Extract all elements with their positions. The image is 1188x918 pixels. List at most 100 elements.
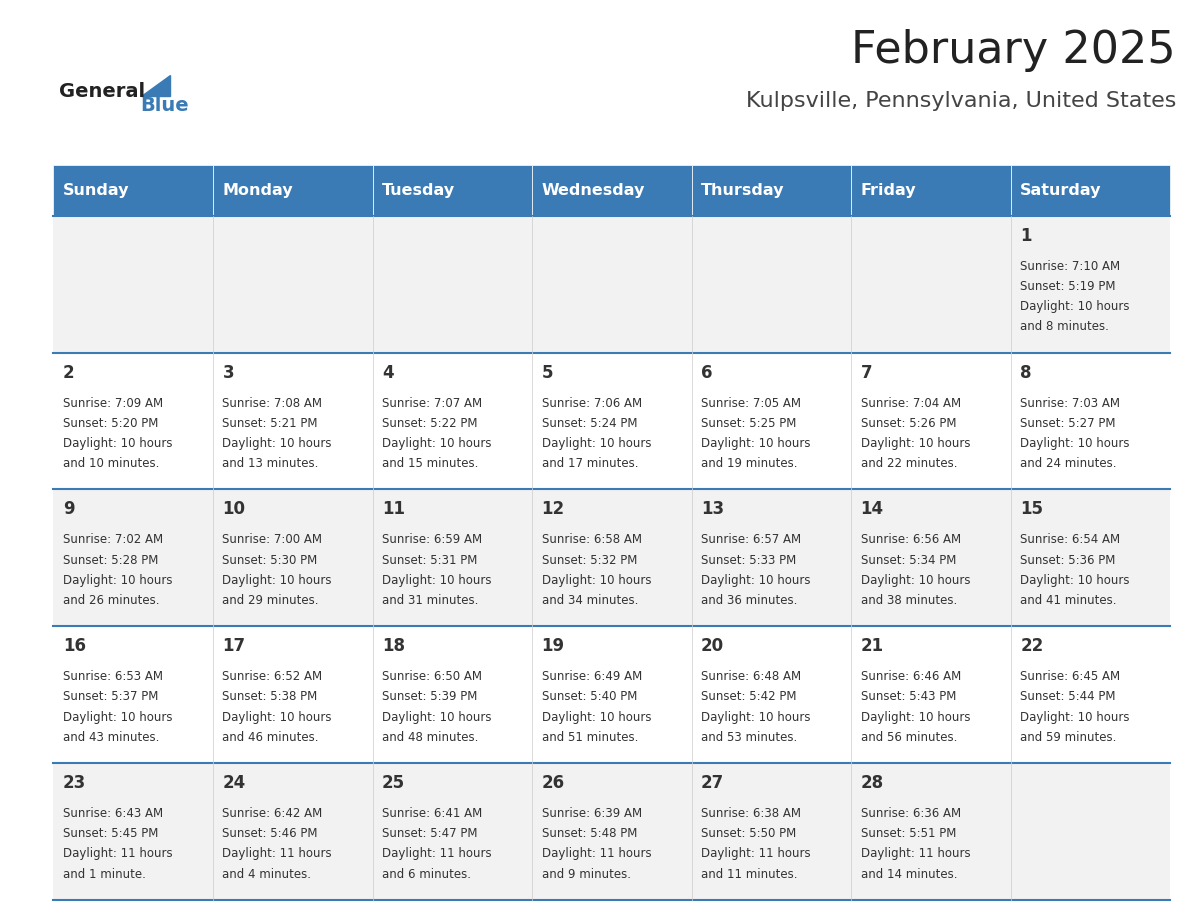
Text: Sunset: 5:26 PM: Sunset: 5:26 PM [860, 417, 956, 430]
Text: Sunrise: 7:02 AM: Sunrise: 7:02 AM [63, 533, 163, 546]
FancyBboxPatch shape [1011, 626, 1170, 763]
Text: 12: 12 [542, 500, 564, 519]
FancyBboxPatch shape [532, 353, 691, 489]
Text: 22: 22 [1020, 637, 1043, 655]
FancyBboxPatch shape [373, 626, 532, 763]
FancyBboxPatch shape [213, 353, 373, 489]
Text: 19: 19 [542, 637, 564, 655]
Text: Daylight: 10 hours: Daylight: 10 hours [1020, 574, 1130, 587]
FancyBboxPatch shape [213, 216, 373, 353]
Text: and 19 minutes.: and 19 minutes. [701, 457, 797, 470]
Text: Sunrise: 6:59 AM: Sunrise: 6:59 AM [383, 533, 482, 546]
Text: Daylight: 10 hours: Daylight: 10 hours [1020, 300, 1130, 313]
FancyBboxPatch shape [851, 216, 1011, 353]
Text: Sunset: 5:46 PM: Sunset: 5:46 PM [222, 827, 318, 840]
Text: 7: 7 [860, 364, 872, 382]
Text: Sunset: 5:20 PM: Sunset: 5:20 PM [63, 417, 158, 430]
Text: Sunrise: 6:36 AM: Sunrise: 6:36 AM [860, 807, 961, 820]
Text: Sunset: 5:44 PM: Sunset: 5:44 PM [1020, 690, 1116, 703]
FancyBboxPatch shape [1011, 489, 1170, 626]
Text: and 6 minutes.: and 6 minutes. [383, 868, 470, 880]
FancyBboxPatch shape [53, 489, 213, 626]
FancyBboxPatch shape [851, 353, 1011, 489]
Text: Daylight: 10 hours: Daylight: 10 hours [222, 437, 331, 450]
Text: Sunset: 5:50 PM: Sunset: 5:50 PM [701, 827, 796, 840]
Text: Daylight: 10 hours: Daylight: 10 hours [1020, 711, 1130, 723]
Text: Sunrise: 6:57 AM: Sunrise: 6:57 AM [701, 533, 801, 546]
Text: Sunrise: 7:06 AM: Sunrise: 7:06 AM [542, 397, 642, 409]
Text: Daylight: 11 hours: Daylight: 11 hours [542, 847, 651, 860]
Text: Sunrise: 7:04 AM: Sunrise: 7:04 AM [860, 397, 961, 409]
Text: 6: 6 [701, 364, 713, 382]
Text: and 29 minutes.: and 29 minutes. [222, 594, 320, 607]
Text: Sunrise: 6:53 AM: Sunrise: 6:53 AM [63, 670, 163, 683]
Text: Sunset: 5:19 PM: Sunset: 5:19 PM [1020, 280, 1116, 293]
Text: Wednesday: Wednesday [542, 183, 645, 198]
Text: Daylight: 11 hours: Daylight: 11 hours [383, 847, 492, 860]
Text: 10: 10 [222, 500, 246, 519]
FancyBboxPatch shape [213, 489, 373, 626]
Text: Sunset: 5:51 PM: Sunset: 5:51 PM [860, 827, 956, 840]
Text: Thursday: Thursday [701, 183, 784, 198]
Text: Daylight: 10 hours: Daylight: 10 hours [860, 437, 971, 450]
Text: and 24 minutes.: and 24 minutes. [1020, 457, 1117, 470]
Text: Sunrise: 6:39 AM: Sunrise: 6:39 AM [542, 807, 642, 820]
Text: Saturday: Saturday [1020, 183, 1101, 198]
Text: Sunday: Sunday [63, 183, 129, 198]
Text: 23: 23 [63, 774, 87, 792]
Text: Sunrise: 6:52 AM: Sunrise: 6:52 AM [222, 670, 323, 683]
Text: 8: 8 [1020, 364, 1031, 382]
Text: Sunset: 5:36 PM: Sunset: 5:36 PM [1020, 554, 1116, 566]
Text: Monday: Monday [222, 183, 293, 198]
Text: 21: 21 [860, 637, 884, 655]
Text: Sunrise: 6:38 AM: Sunrise: 6:38 AM [701, 807, 801, 820]
Text: and 41 minutes.: and 41 minutes. [1020, 594, 1117, 607]
Text: Sunrise: 6:41 AM: Sunrise: 6:41 AM [383, 807, 482, 820]
Text: 20: 20 [701, 637, 725, 655]
Text: 28: 28 [860, 774, 884, 792]
Text: Daylight: 10 hours: Daylight: 10 hours [701, 437, 810, 450]
Text: Sunset: 5:47 PM: Sunset: 5:47 PM [383, 827, 478, 840]
Text: Sunset: 5:33 PM: Sunset: 5:33 PM [701, 554, 796, 566]
Text: Daylight: 10 hours: Daylight: 10 hours [63, 437, 172, 450]
FancyBboxPatch shape [532, 763, 691, 900]
FancyBboxPatch shape [691, 626, 851, 763]
FancyBboxPatch shape [53, 353, 213, 489]
Text: and 1 minute.: and 1 minute. [63, 868, 146, 880]
FancyBboxPatch shape [1011, 763, 1170, 900]
FancyBboxPatch shape [691, 165, 851, 216]
Text: Daylight: 10 hours: Daylight: 10 hours [860, 711, 971, 723]
Text: Daylight: 10 hours: Daylight: 10 hours [701, 711, 810, 723]
Text: Sunrise: 6:54 AM: Sunrise: 6:54 AM [1020, 533, 1120, 546]
Text: and 15 minutes.: and 15 minutes. [383, 457, 479, 470]
FancyBboxPatch shape [851, 626, 1011, 763]
Text: 18: 18 [383, 637, 405, 655]
Text: Sunrise: 7:00 AM: Sunrise: 7:00 AM [222, 533, 322, 546]
FancyBboxPatch shape [532, 216, 691, 353]
Text: Sunrise: 7:03 AM: Sunrise: 7:03 AM [1020, 397, 1120, 409]
Text: Sunrise: 7:07 AM: Sunrise: 7:07 AM [383, 397, 482, 409]
Text: 2: 2 [63, 364, 75, 382]
Text: Daylight: 10 hours: Daylight: 10 hours [383, 574, 492, 587]
Text: Sunset: 5:40 PM: Sunset: 5:40 PM [542, 690, 637, 703]
Text: Sunset: 5:21 PM: Sunset: 5:21 PM [222, 417, 318, 430]
Text: Sunrise: 6:43 AM: Sunrise: 6:43 AM [63, 807, 163, 820]
Text: and 36 minutes.: and 36 minutes. [701, 594, 797, 607]
FancyBboxPatch shape [373, 763, 532, 900]
Text: Sunrise: 6:42 AM: Sunrise: 6:42 AM [222, 807, 323, 820]
Text: Daylight: 10 hours: Daylight: 10 hours [542, 574, 651, 587]
Text: and 46 minutes.: and 46 minutes. [222, 731, 320, 744]
Text: Daylight: 11 hours: Daylight: 11 hours [63, 847, 172, 860]
Polygon shape [141, 75, 170, 96]
Text: Sunrise: 7:09 AM: Sunrise: 7:09 AM [63, 397, 163, 409]
FancyBboxPatch shape [213, 763, 373, 900]
Text: 14: 14 [860, 500, 884, 519]
Text: and 51 minutes.: and 51 minutes. [542, 731, 638, 744]
Text: Daylight: 11 hours: Daylight: 11 hours [860, 847, 971, 860]
FancyBboxPatch shape [1011, 165, 1170, 216]
Text: Sunset: 5:39 PM: Sunset: 5:39 PM [383, 690, 478, 703]
Text: and 26 minutes.: and 26 minutes. [63, 594, 159, 607]
FancyBboxPatch shape [691, 489, 851, 626]
Text: Sunset: 5:30 PM: Sunset: 5:30 PM [222, 554, 317, 566]
Text: Daylight: 10 hours: Daylight: 10 hours [222, 711, 331, 723]
